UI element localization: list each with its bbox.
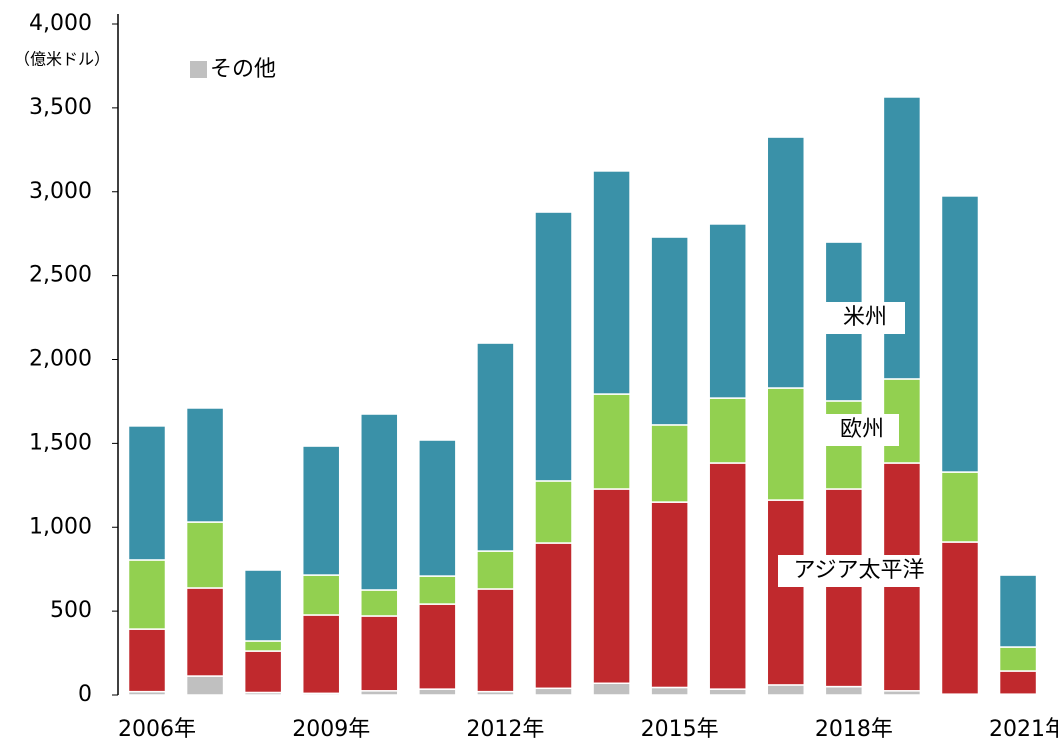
y-tick-label: 500 bbox=[50, 598, 92, 623]
bar-segment bbox=[650, 501, 689, 689]
bar-segment bbox=[185, 675, 225, 696]
bar-segment bbox=[243, 650, 283, 694]
bar-segment bbox=[998, 646, 1038, 672]
x-tick-label: 2015年 bbox=[641, 717, 719, 742]
bar-segment bbox=[650, 686, 689, 696]
y-tick-label: 3,000 bbox=[29, 179, 92, 204]
bar-segment bbox=[592, 488, 631, 685]
y-tick-label: 0 bbox=[78, 682, 92, 707]
bar-segment bbox=[592, 170, 631, 395]
bar-segment bbox=[940, 195, 980, 473]
bar-segment bbox=[185, 407, 225, 523]
y-tick-label: 3,500 bbox=[29, 95, 92, 120]
bar-segment bbox=[476, 342, 515, 552]
y-unit-label: （億米ドル） bbox=[14, 50, 110, 69]
bar-segment bbox=[243, 640, 283, 652]
x-tick-label: 2009年 bbox=[292, 717, 370, 742]
bar-segment bbox=[476, 588, 515, 693]
bar-segment bbox=[127, 628, 167, 693]
bar-segment bbox=[127, 559, 167, 630]
legend-label: その他 bbox=[210, 57, 276, 82]
bar-segment bbox=[650, 424, 689, 503]
y-tick-label: 1,000 bbox=[29, 514, 92, 539]
bars bbox=[127, 96, 1038, 696]
bar-segment bbox=[360, 589, 399, 617]
bar-segment bbox=[418, 603, 457, 690]
bar-segment bbox=[185, 521, 225, 589]
x-tick-label: 2018年 bbox=[815, 717, 893, 742]
bar-segment bbox=[766, 387, 806, 501]
x-tick-label: 2012年 bbox=[466, 717, 544, 742]
bar-segment bbox=[940, 471, 980, 543]
bar-segment bbox=[882, 96, 922, 380]
bar-segment bbox=[592, 393, 631, 490]
bar-segment bbox=[418, 439, 457, 577]
bar-segment bbox=[592, 682, 631, 696]
y-tick-label: 1,500 bbox=[29, 430, 92, 455]
bar-segment bbox=[418, 688, 457, 696]
bar-segment bbox=[708, 462, 747, 690]
bar-segment bbox=[301, 445, 341, 576]
bar-segment bbox=[998, 670, 1038, 695]
y-tick-label: 4,000 bbox=[29, 11, 92, 36]
bar-segment bbox=[708, 223, 747, 399]
bar-segment bbox=[766, 136, 806, 389]
bar-segment bbox=[418, 575, 457, 605]
bar-segment bbox=[824, 685, 864, 696]
legend-swatch bbox=[190, 61, 207, 78]
bar-segment bbox=[766, 684, 806, 696]
bar-segment bbox=[534, 211, 573, 482]
label-box bbox=[825, 302, 905, 334]
series-label: アジア太平洋 bbox=[793, 558, 924, 583]
label-box bbox=[778, 555, 940, 587]
bar-segment bbox=[360, 413, 399, 591]
x-tick-label: 2021年 bbox=[989, 717, 1058, 742]
bar-segment bbox=[708, 688, 747, 696]
bar-segment bbox=[534, 542, 573, 690]
bar-segment bbox=[360, 615, 399, 692]
bar-segment bbox=[301, 574, 341, 616]
bar-segment bbox=[708, 397, 747, 464]
y-tick-label: 2,000 bbox=[29, 347, 92, 372]
x-tick-label: 2006年 bbox=[118, 717, 196, 742]
bar-segment bbox=[127, 425, 167, 561]
bar-segment bbox=[534, 480, 573, 544]
bar-segment bbox=[650, 236, 689, 426]
bar-segment bbox=[766, 499, 806, 686]
label-box bbox=[825, 414, 899, 446]
bar-segment bbox=[476, 550, 515, 590]
bar-segment bbox=[824, 488, 864, 688]
bar-segment bbox=[301, 614, 341, 695]
series-label: 欧州 bbox=[840, 417, 884, 442]
series-label: 米州 bbox=[843, 305, 887, 330]
bar-segment bbox=[243, 569, 283, 642]
y-tick-label: 2,500 bbox=[29, 263, 92, 288]
bar-segment bbox=[998, 574, 1038, 648]
bar-segment bbox=[940, 541, 980, 695]
bar-segment bbox=[534, 687, 573, 696]
bar-segment bbox=[185, 587, 225, 677]
